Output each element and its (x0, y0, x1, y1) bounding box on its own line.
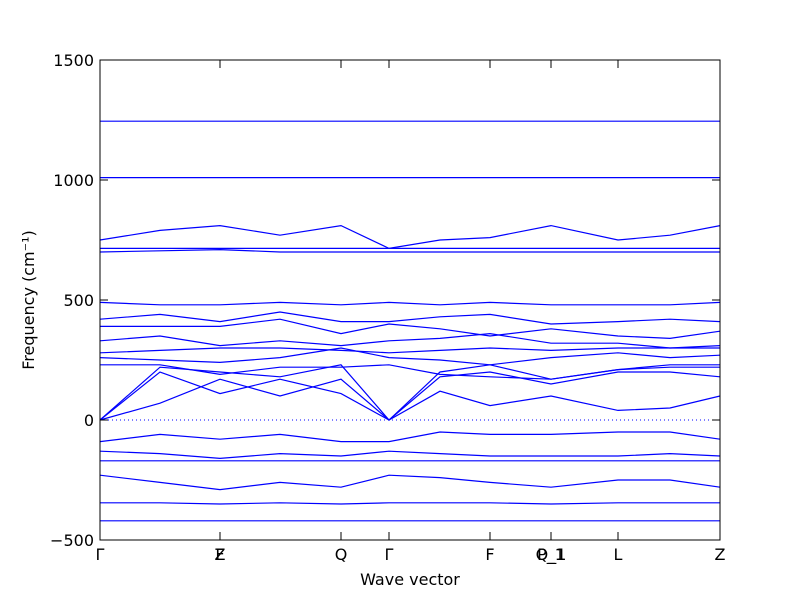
band-line (100, 364, 720, 380)
x-tick-label: Q_1 (536, 545, 567, 565)
band-line (99, 450, 721, 460)
band-line (99, 248, 720, 253)
x-tick-label: Γ (96, 545, 105, 564)
band-line (99, 371, 721, 421)
band-line (99, 378, 721, 421)
plot-frame (99, 59, 721, 541)
x-tick-label: Γ (385, 545, 394, 564)
band-line (100, 318, 721, 340)
x-tick-label: F (215, 545, 224, 564)
band-line (99, 332, 721, 349)
x-tick-label: Z (215, 545, 226, 564)
band-line (99, 347, 721, 366)
y-tick-label: 1000 (53, 171, 94, 190)
y-axis-label: Frequency (cm⁻¹) (19, 230, 38, 369)
band-line (100, 502, 720, 505)
y-tick-label: 1500 (53, 51, 94, 70)
x-tick-label: F (485, 545, 494, 564)
band-line (99, 347, 720, 354)
band-line (99, 311, 721, 325)
band-line (99, 301, 721, 306)
x-tick-label: Z (715, 545, 726, 564)
band-line (99, 431, 721, 443)
x-tick-label: P_1 (537, 545, 565, 565)
y-tick-label: −500 (50, 531, 94, 550)
x-tick-label: L (614, 545, 623, 564)
band-line (99, 364, 720, 421)
band-line (99, 474, 721, 491)
x-axis-label: Wave vector (360, 570, 460, 589)
x-tick-label: Q (335, 545, 348, 564)
band-line (99, 224, 721, 250)
y-tick-label: 0 (84, 411, 94, 430)
y-tick-label: 500 (63, 291, 94, 310)
